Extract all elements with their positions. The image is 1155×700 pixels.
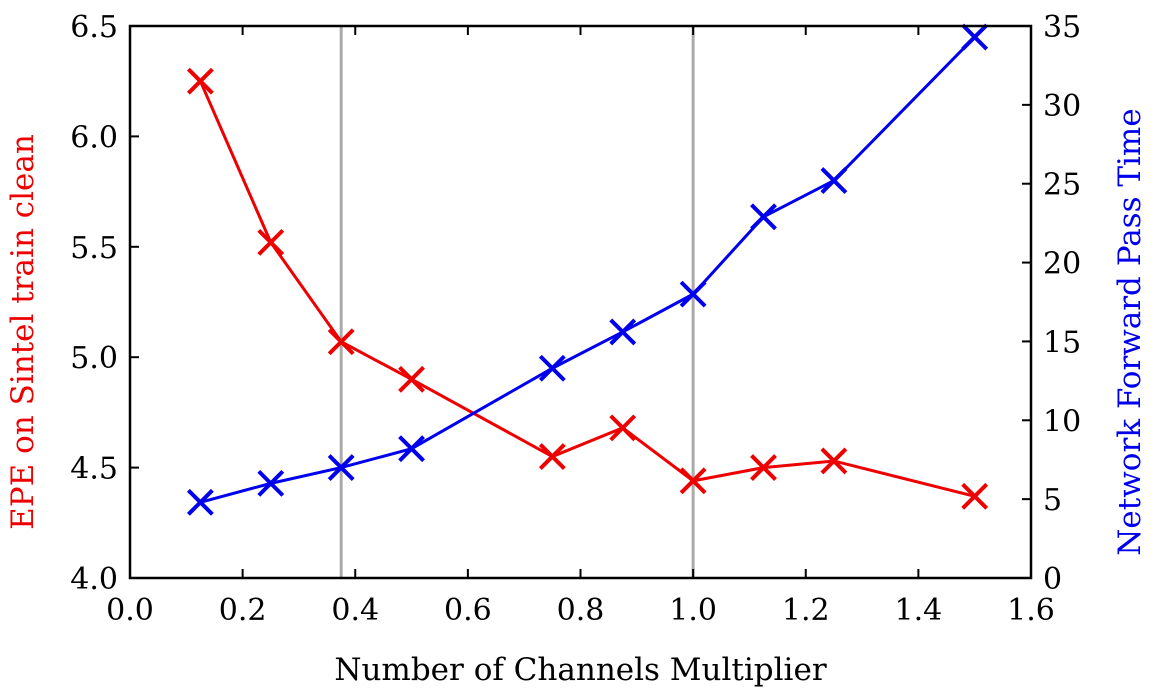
epe-data-point [679,467,707,495]
epe-data-point [327,328,355,356]
x-tick-label: 1.2 [782,593,830,628]
epe-data-point [961,482,989,510]
epe-data-point [538,443,566,470]
epe-data-point [609,414,637,442]
epe-data-point [398,365,425,393]
x-tick-label: 0.0 [106,593,154,628]
time-data-point [750,203,777,231]
y-axis-left-title: EPE on Sintel train clean [5,134,41,530]
ticks: 0.0 0.2 0.4 0.6 0.8 1.0 1.2 1.4 1.6 4.0 4.5 5.0 5.5 6… [70,10,1081,628]
x-tick-label: 1.4 [895,593,943,628]
time-data-point [398,435,425,463]
time-data-point [609,318,637,346]
epe-data-point [820,447,848,475]
time-series-line [200,35,976,504]
x-tick-label: 1.0 [669,593,717,628]
y-left-tick-label: 4.5 [70,452,118,487]
epe-data-point [186,67,214,95]
time-data-point [538,354,566,382]
x-tick-label: 0.6 [444,593,492,628]
plot-frame [128,24,1033,580]
y-right-tick-label: 10 [1043,404,1081,439]
y-left-tick-label: 6.0 [70,120,118,155]
y-right-tick-label: 5 [1043,483,1062,518]
time-data-point [820,167,848,194]
epe-data-point [257,228,285,256]
time-data-point [186,488,214,516]
time-data-point [961,23,989,51]
y-left-tick-label: 5.5 [70,231,118,266]
y-left-tick-label: 4.0 [70,562,118,597]
x-axis-title: Number of Channels Multiplier [334,652,826,688]
x-tick-label: 1.6 [1007,593,1055,628]
x-tick-label: 0.2 [219,593,267,628]
y-left-tick-label: 5.0 [70,341,118,376]
time-data-point [257,469,285,497]
reference-lines [339,26,695,578]
y-right-tick-label: 35 [1043,10,1081,45]
x-tick-label: 0.8 [557,593,605,628]
y-right-tick-label: 20 [1043,247,1081,282]
series-layer [186,23,989,516]
y-right-tick-label: 15 [1043,325,1081,360]
time-data-point [679,280,707,308]
y-right-tick-label: 30 [1043,89,1081,124]
time-data-point [327,454,355,482]
y-left-tick-label: 6.5 [70,10,118,45]
epe-data-point [750,454,777,482]
x-tick-label: 0.4 [331,593,379,628]
y-axis-right-title: Network Forward Pass Time [1112,108,1148,555]
y-right-tick-label: 0 [1043,562,1062,597]
epe-series-line [199,80,976,498]
y-right-tick-label: 25 [1043,168,1081,203]
